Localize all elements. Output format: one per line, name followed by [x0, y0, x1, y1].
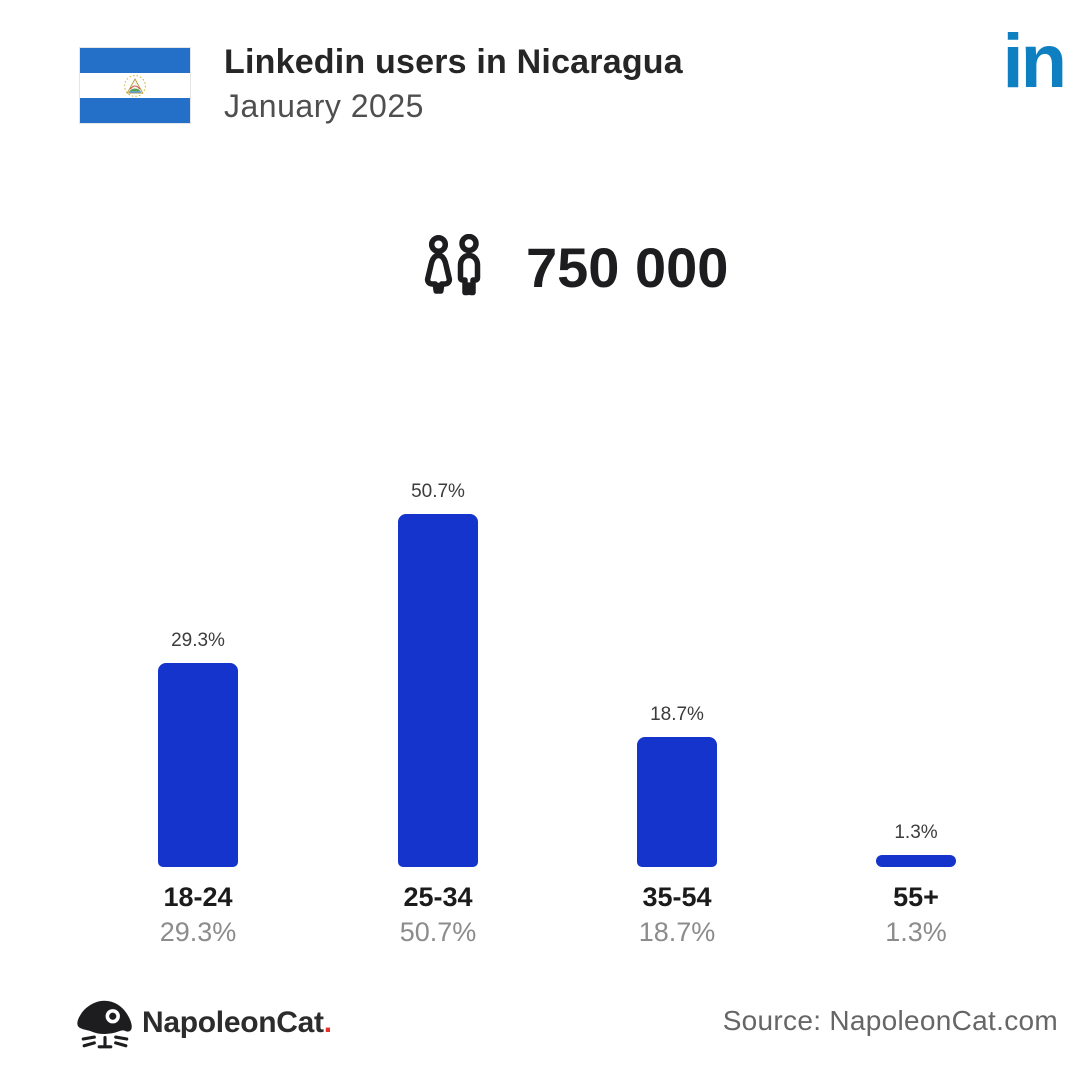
flag-stripe-bottom	[80, 98, 190, 123]
bar-column: 50.7% 25-34 50.7%	[358, 460, 518, 950]
people-icon	[424, 234, 481, 296]
bar-percent-label: 50.7%	[399, 917, 477, 947]
source-text: Source: NapoleonCat.com	[722, 1005, 1058, 1036]
flag-stripe-top	[80, 48, 190, 73]
bar-column: 18.7% 35-54 18.7%	[597, 460, 757, 950]
bar-percent-label: 29.3%	[159, 917, 237, 947]
bar	[398, 514, 478, 867]
bar-category-label: 55+	[893, 882, 939, 912]
bar-percent-label: 1.3%	[885, 917, 947, 947]
nicaragua-flag-icon	[80, 48, 190, 123]
brand-name: NapoleonCat	[142, 1006, 324, 1039]
napoleoncat-cat-logo-icon	[77, 1000, 132, 1049]
bar-value-label: 50.7%	[411, 481, 465, 502]
brand-wordmark: NapoleonCat.	[142, 1006, 332, 1039]
brand-dot: .	[323, 1006, 332, 1039]
bar-category-label: 18-24	[163, 882, 233, 912]
bar-value-label: 29.3%	[171, 630, 225, 651]
bar-percent-label: 18.7%	[638, 917, 716, 947]
bar-category-label: 25-34	[403, 882, 473, 912]
bar	[876, 855, 956, 867]
total-users-value: 750 000	[526, 236, 729, 299]
bar-value-label: 1.3%	[894, 822, 938, 843]
bar	[637, 737, 717, 867]
bar-category-label: 35-54	[642, 882, 712, 912]
bar-value-label: 18.7%	[650, 704, 704, 725]
bar-column: 1.3% 55+ 1.3%	[836, 460, 996, 950]
nicaragua-coat-of-arms-icon	[124, 74, 146, 97]
bar	[158, 663, 238, 867]
bar-column: 29.3% 18-24 29.3%	[118, 460, 278, 950]
total-users-block: 750 000	[422, 234, 728, 302]
linkedin-logo-icon: in	[1002, 19, 1067, 104]
page-title: Linkedin users in Nicaragua	[224, 43, 683, 81]
page-subtitle: January 2025	[224, 88, 424, 124]
